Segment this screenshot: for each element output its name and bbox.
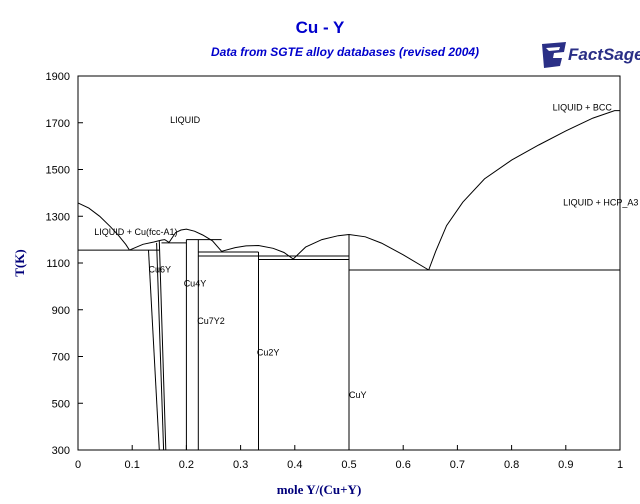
x-tick-label: 0.3 bbox=[233, 459, 248, 471]
chart-title: Cu - Y bbox=[295, 18, 345, 37]
phase-label: LIQUID + BCC bbox=[553, 103, 613, 113]
factsage-logo: FactSage bbox=[542, 42, 640, 68]
liquidus-curve bbox=[221, 244, 294, 260]
x-tick-label: 0.8 bbox=[504, 459, 519, 471]
x-tick-label: 0.7 bbox=[450, 459, 465, 471]
phase-label: LIQUID bbox=[170, 115, 201, 125]
y-tick-label: 700 bbox=[52, 352, 70, 364]
phase-label: LIQUID + HCP_A3 bbox=[563, 198, 638, 208]
x-tick-label: 0.6 bbox=[396, 459, 411, 471]
liquidus-curve bbox=[129, 239, 170, 251]
phase-label: Cu4Y bbox=[184, 278, 207, 288]
phase-boundary bbox=[148, 250, 160, 451]
x-tick-label: 0.4 bbox=[287, 459, 302, 471]
chart-subtitle: Data from SGTE alloy databases (revised … bbox=[210, 45, 480, 59]
phase-label: LIQUID + Cu(fcc-A1) bbox=[94, 227, 177, 237]
liquidus-curve bbox=[77, 202, 130, 251]
y-tick-label: 900 bbox=[52, 305, 70, 317]
y-tick-label: 500 bbox=[52, 398, 70, 410]
x-axis-label: mole Y/(Cu+Y) bbox=[277, 482, 362, 497]
y-tick-label: 300 bbox=[52, 445, 70, 457]
plot-area: 0 0.1 0.2 0.3 0.4 0.5 0.6 0.7 0.8 0.9 130050070090… bbox=[12, 71, 638, 497]
y-tick-label: 1500 bbox=[46, 165, 70, 177]
x-tick-label: 0.1 bbox=[125, 459, 140, 471]
x-tick-label: 1 bbox=[617, 459, 623, 471]
phase-label: Cu2Y bbox=[257, 347, 280, 357]
y-tick-label: 1900 bbox=[46, 71, 70, 83]
liquidus-curve bbox=[292, 233, 429, 271]
phase-boundary bbox=[156, 242, 165, 451]
phase-label: Cu6Y bbox=[148, 264, 171, 274]
x-tick-label: 0.2 bbox=[179, 459, 194, 471]
factsage-logo-text: FactSage bbox=[568, 45, 640, 64]
phase-label: Cu7Y2 bbox=[197, 316, 225, 326]
y-tick-label: 1100 bbox=[46, 258, 70, 270]
factsage-logo-icon bbox=[542, 42, 566, 68]
x-tick-label: 0 bbox=[75, 459, 81, 471]
y-tick-label: 1300 bbox=[46, 211, 70, 223]
phase-label: CuY bbox=[349, 390, 367, 400]
y-axis-label: T(K) bbox=[12, 249, 27, 276]
liquidus-curve bbox=[428, 110, 620, 271]
phase-boundary bbox=[158, 240, 167, 451]
x-tick-label: 0.9 bbox=[558, 459, 573, 471]
y-tick-label: 1700 bbox=[46, 118, 70, 130]
x-tick-label: 0.5 bbox=[341, 459, 356, 471]
